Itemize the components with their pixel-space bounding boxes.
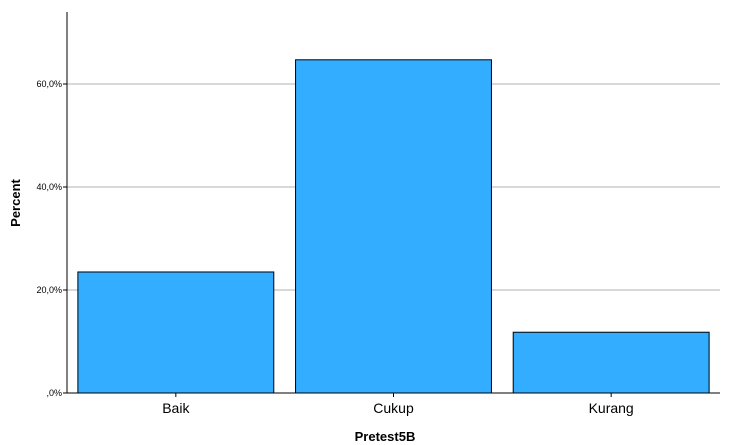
bar-kurang [512,331,710,394]
x-axis-title: Pretest5B [355,429,416,444]
x-tick-labels: Baik Cukup Kurang [162,393,634,416]
bar-cukup [295,59,492,394]
y-tick-label: 60,0% [36,79,62,89]
bar-baik [77,271,275,394]
y-tick-label: ,0% [46,388,62,398]
bars [77,59,710,394]
x-tick-label: Cukup [373,400,414,416]
y-tick-labels: ,0% 20,0% 40,0% 60,0% [36,79,67,398]
y-tick-label: 40,0% [36,182,62,192]
y-tick-label: 20,0% [36,285,62,295]
x-tick-label: Baik [162,400,190,416]
x-tick-label: Kurang [589,400,634,416]
y-axis-title: Percent [8,178,23,226]
